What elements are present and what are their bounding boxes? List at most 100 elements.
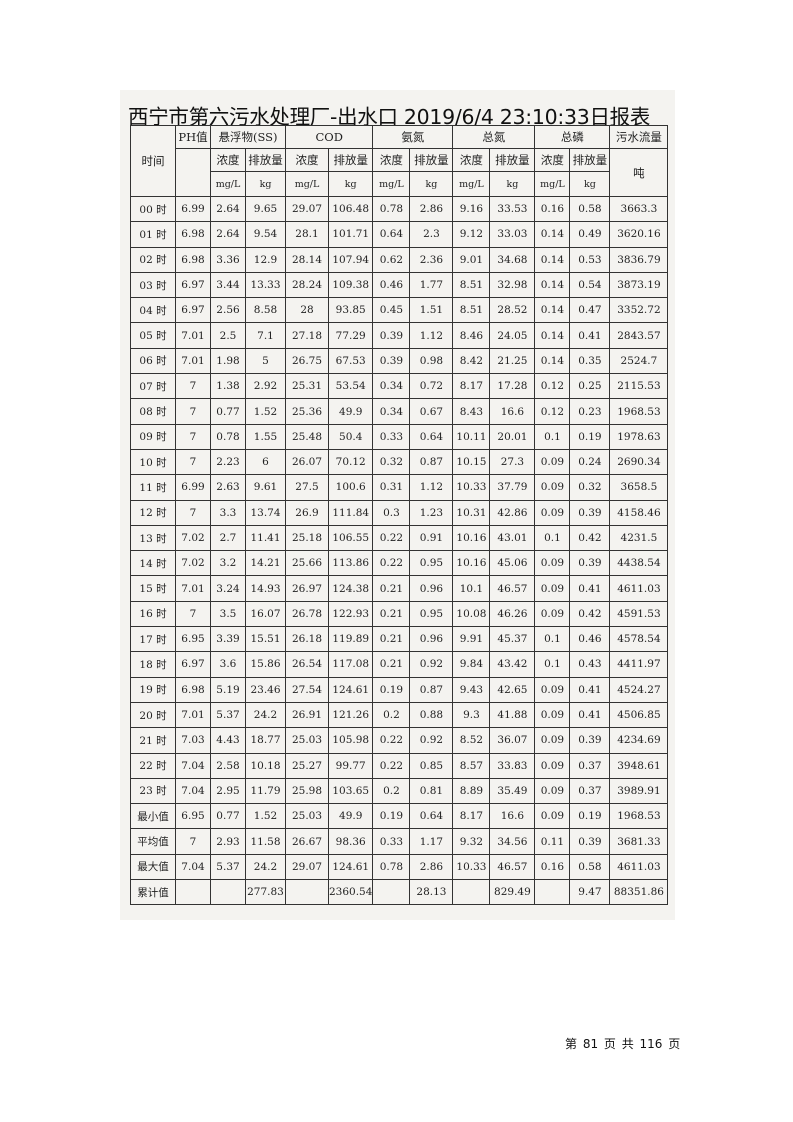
table-row: 22 时 7.04 2.58 10.18 25.27 99.77 0.22 0.85 8.57 3… bbox=[130, 752, 669, 779]
table-cell: 1.52 bbox=[245, 803, 286, 830]
table-cell: 35.49 bbox=[489, 777, 536, 805]
header-flow-unit: 吨 bbox=[609, 148, 669, 197]
table-cell: 4.43 bbox=[210, 727, 246, 754]
table-cell: 24.2 bbox=[245, 853, 286, 881]
table-row: 04 时 6.97 2.56 8.58 28 93.85 0.45 1.51 8.51 28.52… bbox=[130, 297, 669, 324]
table-cell: 124.38 bbox=[327, 575, 374, 602]
table-cell: 829.49 bbox=[489, 879, 536, 906]
table-cell: 2.93 bbox=[210, 828, 246, 855]
table-cell: 122.93 bbox=[327, 600, 374, 628]
table-cell: 9.54 bbox=[245, 221, 286, 248]
table-cell: 2690.34 bbox=[609, 448, 669, 476]
table-cell: 4524.27 bbox=[609, 676, 669, 703]
table-cell: 0.78 bbox=[210, 423, 246, 450]
table-cell: 0.37 bbox=[569, 752, 611, 779]
table-row: 14 时 7.02 3.2 14.21 25.66 113.86 0.22 0.95 10.16… bbox=[130, 550, 669, 577]
table-cell: 1.98 bbox=[210, 347, 246, 375]
table-cell: 6.99 bbox=[175, 195, 211, 223]
table-cell: 7 bbox=[175, 499, 211, 526]
table-cell: 67.53 bbox=[327, 347, 374, 375]
table-row: 06 时 7.01 1.98 5 26.75 67.53 0.39 0.98 8.42 21.25… bbox=[130, 347, 669, 375]
table-cell: 0.2 bbox=[372, 777, 411, 805]
table-cell: 3.39 bbox=[210, 626, 246, 653]
table-cell: 0.09 bbox=[534, 600, 571, 628]
table-cell: 26.78 bbox=[285, 600, 329, 628]
table-row: 08 时 7 0.77 1.52 25.36 49.9 0.34 0.67 8.43 16.6 0.… bbox=[130, 398, 669, 425]
table-cell: 8.57 bbox=[452, 752, 491, 779]
table-row: 10 时 7 2.23 6 26.07 70.12 0.32 0.87 10.15 27.3 0.0… bbox=[130, 448, 669, 476]
table-cell: 0.67 bbox=[409, 398, 454, 425]
table-cell: 0.64 bbox=[409, 803, 454, 830]
table-cell: 16.07 bbox=[245, 600, 286, 628]
table-cell: 100.6 bbox=[327, 474, 374, 501]
table-cell: 10.31 bbox=[452, 499, 491, 526]
header-concentration: 浓度 bbox=[534, 148, 571, 172]
table-cell: 124.61 bbox=[327, 676, 374, 703]
table-cell: 2.36 bbox=[409, 246, 454, 273]
table-cell: 0.39 bbox=[569, 550, 611, 577]
table-row: 15 时 7.01 3.24 14.93 26.97 124.38 0.21 0.96 10.1… bbox=[130, 575, 669, 602]
table-cell: 10.15 bbox=[452, 448, 491, 476]
table-cell bbox=[452, 879, 491, 906]
table-cell: 0.96 bbox=[409, 575, 454, 602]
table-cell: 0.53 bbox=[569, 246, 611, 273]
table-cell: 5 bbox=[245, 347, 286, 375]
table-cell: 0.41 bbox=[569, 676, 611, 703]
table-row: 13 时 7.02 2.7 11.41 25.18 106.55 0.22 0.91 10.16… bbox=[130, 524, 669, 552]
table-cell: 0.32 bbox=[372, 448, 411, 476]
table-cell: 7 bbox=[175, 600, 211, 628]
header-concentration: 浓度 bbox=[452, 148, 491, 172]
table-cell: 14.21 bbox=[245, 550, 286, 577]
table-cell: 0.92 bbox=[409, 727, 454, 754]
row-label: 20 时 bbox=[130, 701, 176, 729]
table-cell: 26.97 bbox=[285, 575, 329, 602]
table-cell: 0.98 bbox=[409, 347, 454, 375]
table-cell: 0.46 bbox=[372, 271, 411, 299]
table-cell: 7.04 bbox=[175, 853, 211, 881]
table-cell: 0.22 bbox=[372, 752, 411, 779]
table-cell: 0.21 bbox=[372, 600, 411, 628]
table-cell: 3620.16 bbox=[609, 221, 669, 248]
table-cell: 0.39 bbox=[372, 347, 411, 375]
table-cell: 3873.19 bbox=[609, 271, 669, 299]
table-row: 03 时 6.97 3.44 13.33 28.24 109.38 0.46 1.77 8.51… bbox=[130, 271, 669, 299]
table-cell: 77.29 bbox=[327, 322, 374, 349]
table-cell: 4578.54 bbox=[609, 626, 669, 653]
table-cell: 0.43 bbox=[569, 651, 611, 678]
row-label: 21 时 bbox=[130, 727, 176, 754]
table-cell: 0.88 bbox=[409, 701, 454, 729]
row-label: 07 时 bbox=[130, 373, 176, 400]
table-cell: 0.32 bbox=[569, 474, 611, 501]
table-cell: 0.22 bbox=[372, 524, 411, 552]
table-cell: 28.14 bbox=[285, 246, 329, 273]
row-label: 23 时 bbox=[130, 777, 176, 805]
table-cell: 3.24 bbox=[210, 575, 246, 602]
table-row: 05 时 7.01 2.5 7.1 27.18 77.29 0.39 1.12 8.46 24.0… bbox=[130, 322, 669, 349]
header-unit: mg/L bbox=[285, 171, 329, 197]
table-cell: 8.43 bbox=[452, 398, 491, 425]
table-row: 09 时 7 0.78 1.55 25.48 50.4 0.33 0.64 10.11 20.01… bbox=[130, 423, 669, 450]
table-cell: 7.03 bbox=[175, 727, 211, 754]
row-label: 16 时 bbox=[130, 600, 176, 628]
page-number: 第 81 页 共 116 页 bbox=[565, 1037, 681, 1051]
table-cell: 46.26 bbox=[489, 600, 536, 628]
table-cell: 113.86 bbox=[327, 550, 374, 577]
table-cell: 9.16 bbox=[452, 195, 491, 223]
table-cell: 7 bbox=[175, 423, 211, 450]
table-cell: 28.1 bbox=[285, 221, 329, 248]
table-cell: 8.46 bbox=[452, 322, 491, 349]
table-cell: 25.18 bbox=[285, 524, 329, 552]
table-cell: 0.12 bbox=[534, 398, 571, 425]
table-cell: 93.85 bbox=[327, 297, 374, 324]
row-label: 平均值 bbox=[130, 828, 176, 855]
table-cell: 26.9 bbox=[285, 499, 329, 526]
table-cell: 1.12 bbox=[409, 474, 454, 501]
table-cell: 0.58 bbox=[569, 195, 611, 223]
table-cell: 2.92 bbox=[245, 373, 286, 400]
row-label: 19 时 bbox=[130, 676, 176, 703]
row-label: 22 时 bbox=[130, 752, 176, 779]
table-cell: 0.21 bbox=[372, 651, 411, 678]
table-cell: 0.16 bbox=[534, 853, 571, 881]
table-row: 07 时 7 1.38 2.92 25.31 53.54 0.34 0.72 8.17 17.28… bbox=[130, 373, 669, 400]
table-cell: 10.33 bbox=[452, 474, 491, 501]
